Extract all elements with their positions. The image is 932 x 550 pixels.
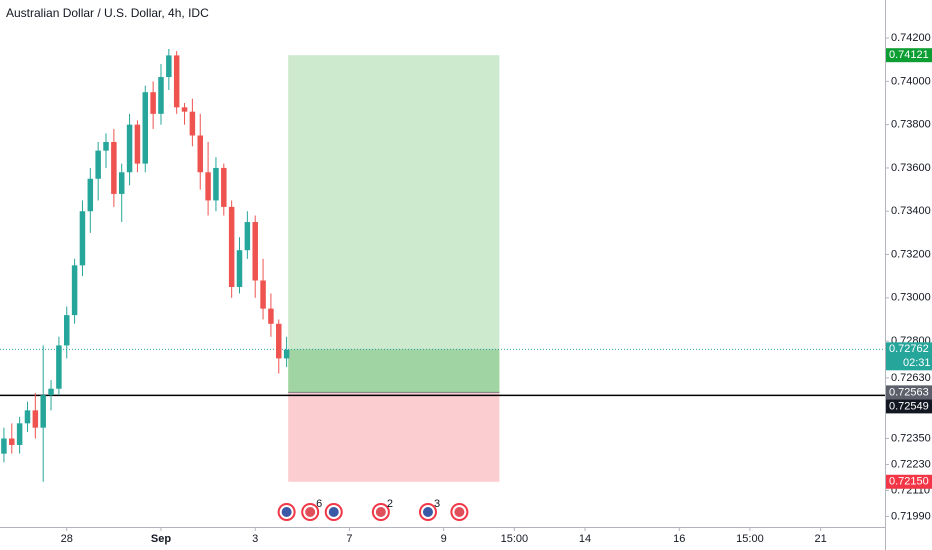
x-tick-label: 3 xyxy=(252,533,258,545)
price-label: 0.72549 xyxy=(889,400,929,412)
candle-body xyxy=(9,438,15,445)
event-flag xyxy=(328,507,339,517)
candle-body xyxy=(221,167,227,207)
chart-title: Australian Dollar / U.S. Dollar, 4h, IDC xyxy=(6,6,209,20)
candle-body xyxy=(126,124,133,173)
x-tick-label: 14 xyxy=(579,533,591,545)
candle-body xyxy=(79,211,86,266)
candle-body xyxy=(236,250,243,287)
candle-body xyxy=(181,107,188,112)
price-label-box xyxy=(886,474,932,489)
y-tick-label: 0.73200 xyxy=(891,248,931,260)
x-tick-label: 28 xyxy=(61,533,73,545)
y-tick-label: 0.71990 xyxy=(891,510,931,522)
x-tick-label: Sep xyxy=(151,533,171,545)
y-tick-label: 0.74200 xyxy=(891,32,931,44)
candle-body xyxy=(173,55,180,108)
y-tick-label: 0.72630 xyxy=(891,372,931,384)
x-tick-label: 9 xyxy=(441,533,447,545)
x-tick-label: 16 xyxy=(673,533,685,545)
event-flag xyxy=(305,507,316,517)
candle-body xyxy=(197,135,203,173)
candle-body xyxy=(158,77,164,114)
y-tick-label: 0.72350 xyxy=(891,432,931,444)
event-flag xyxy=(422,507,433,517)
candle-body xyxy=(63,315,70,346)
event-flag xyxy=(375,507,386,517)
candle-body xyxy=(71,265,78,316)
candle-body xyxy=(103,141,109,151)
price-label: 0.72563 xyxy=(889,386,929,398)
candle-body xyxy=(24,410,31,424)
candle-body xyxy=(260,280,266,309)
candle-body xyxy=(48,388,54,396)
price-label: 0.72150 xyxy=(889,476,929,488)
candle-body xyxy=(228,206,235,287)
y-tick-label: 0.73400 xyxy=(891,205,931,217)
candle-body xyxy=(166,55,172,78)
candle-body xyxy=(283,349,290,359)
candle-body xyxy=(111,141,117,194)
price-label: 0.74121 xyxy=(889,49,929,61)
candle-body xyxy=(189,111,196,136)
price-label-box xyxy=(886,385,932,400)
loss-zone xyxy=(288,392,500,482)
candle-body xyxy=(134,124,141,164)
candle-body xyxy=(205,172,211,201)
y-tick-label: 0.73800 xyxy=(891,119,931,131)
candle-body xyxy=(32,410,39,428)
candle-body xyxy=(150,92,156,114)
candle-body xyxy=(1,438,7,454)
x-tick-label: 15:00 xyxy=(501,533,529,545)
y-tick-label: 0.74000 xyxy=(891,75,931,87)
x-tick-label: 15:00 xyxy=(736,533,764,545)
y-tick-label: 0.73600 xyxy=(891,162,931,174)
x-tick-label: 21 xyxy=(814,533,826,545)
candle-body xyxy=(16,423,23,445)
event-count: 6 xyxy=(316,498,322,510)
candle-body xyxy=(276,323,282,359)
candle-body xyxy=(40,395,46,428)
candle-body xyxy=(268,308,274,324)
candle-body xyxy=(118,172,125,194)
candle-body xyxy=(244,222,251,251)
candle-body xyxy=(56,345,62,389)
y-tick-label: 0.72230 xyxy=(891,458,931,470)
event-flag xyxy=(281,507,292,517)
x-tick-label: 7 xyxy=(346,533,352,545)
price-label-box xyxy=(886,48,932,63)
price-label-box xyxy=(886,342,932,371)
event-count: 3 xyxy=(434,498,440,510)
price-label: 0.72762 xyxy=(889,343,929,355)
profit-zone xyxy=(288,55,500,393)
candle-body xyxy=(87,178,94,212)
candle-body xyxy=(142,92,149,164)
candle-body xyxy=(213,167,219,201)
event-count: 2 xyxy=(387,498,393,510)
candle-body xyxy=(95,150,101,179)
price-label-box xyxy=(886,399,932,414)
candle-body xyxy=(252,222,258,281)
countdown: 02:31 xyxy=(903,357,931,369)
open-profit xyxy=(288,349,500,393)
event-flag xyxy=(454,507,465,517)
y-tick-label: 0.73000 xyxy=(891,292,931,304)
